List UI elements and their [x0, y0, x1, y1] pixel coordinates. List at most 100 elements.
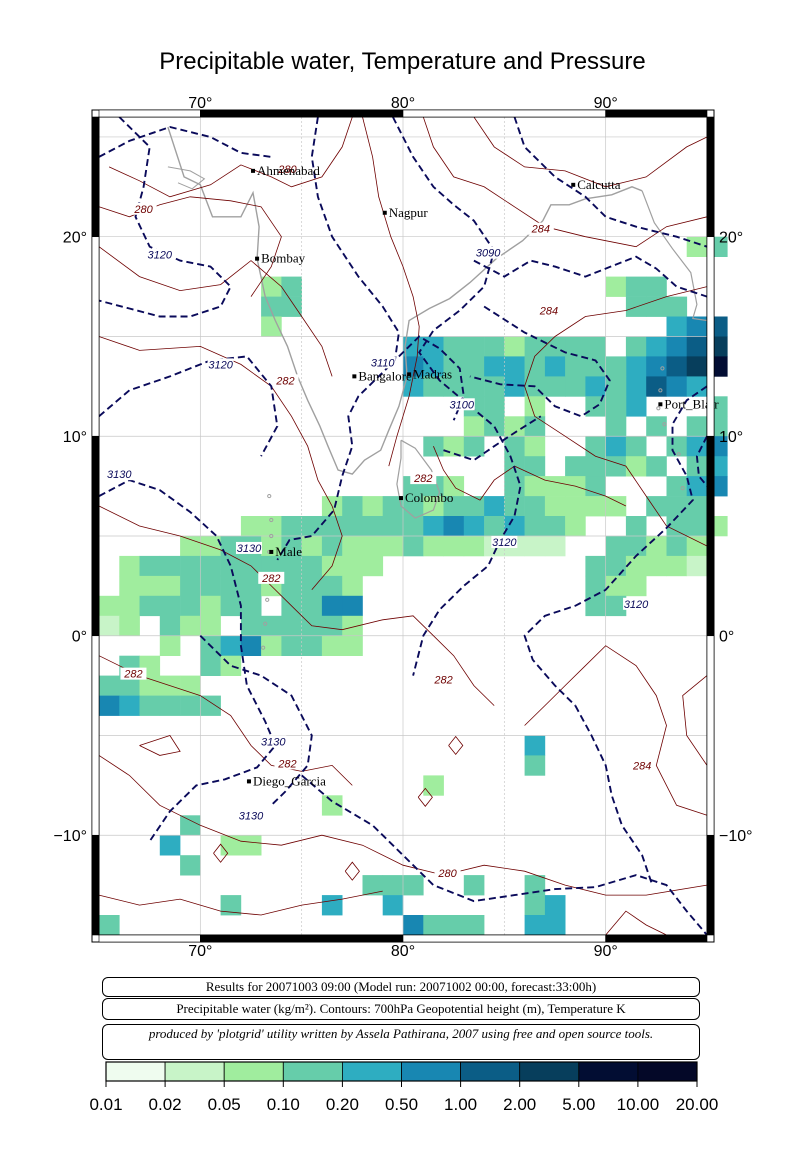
- pw-cell: [443, 476, 465, 497]
- pw-cell: [565, 336, 586, 357]
- pw-cell: [180, 615, 201, 637]
- sri-lanka-coast: [396, 439, 441, 519]
- pw-cell: [686, 376, 708, 397]
- pw-cell: [261, 635, 282, 656]
- contour-label-bg: [146, 248, 173, 261]
- colorbar-label: 1.00: [444, 1095, 478, 1114]
- height-contour: [276, 116, 400, 561]
- pw-cell: [544, 536, 566, 557]
- contour-label-bg: [491, 535, 518, 548]
- colorbar-label: 0.05: [207, 1095, 241, 1114]
- colorbar-swatch: [578, 1061, 639, 1082]
- contour-label: 284: [531, 224, 550, 236]
- city-label: Diego_Garcia: [253, 773, 326, 788]
- pw-cell: [625, 575, 647, 597]
- height-contour: [392, 116, 522, 676]
- pw-cell: [139, 575, 161, 597]
- contour-label: 3120: [624, 599, 649, 611]
- pw-cell: [463, 336, 485, 357]
- lon-tick-label-bottom: 90°: [594, 943, 618, 960]
- pw-cell: [261, 555, 282, 577]
- pw-cell: [119, 575, 140, 597]
- contour-label: 282: [277, 758, 296, 770]
- pw-cell: [301, 575, 323, 597]
- pw-cell: [240, 635, 262, 656]
- lat-tick-label-right: −10°: [719, 828, 753, 845]
- temperature-contour: [98, 890, 383, 916]
- island: [660, 366, 665, 371]
- temperature-contour: [524, 286, 708, 547]
- pw-cell: [342, 635, 363, 656]
- precipitable-water-cells: [99, 236, 728, 936]
- pw-cell: [281, 276, 302, 297]
- temperature-contour-closed: [448, 735, 464, 756]
- pw-cell: [625, 456, 647, 477]
- city-label: Bangalore: [358, 368, 412, 383]
- city-marker: [398, 496, 403, 501]
- contour-label-bg: [410, 472, 437, 485]
- pw-cell: [646, 376, 667, 397]
- city-marker: [658, 402, 663, 407]
- colorbar-swatch: [401, 1061, 461, 1082]
- pw-cell: [180, 815, 201, 836]
- frame-bar-left: [91, 635, 100, 836]
- pw-cell: [463, 516, 485, 537]
- pw-cell: [463, 376, 485, 397]
- coastline: [167, 126, 708, 784]
- lat-tick-label-left: −10°: [53, 828, 87, 845]
- pw-cell: [382, 516, 404, 537]
- pw-cell: [99, 675, 120, 696]
- pw-cell: [463, 356, 485, 377]
- pw-cell: [200, 695, 221, 716]
- pw-cell: [180, 575, 201, 597]
- pw-cell: [119, 695, 140, 716]
- pw-cell: [666, 516, 688, 537]
- city-marker: [571, 182, 576, 187]
- pw-cell: [159, 835, 181, 856]
- temperature-contour: [524, 645, 708, 816]
- pw-cell: [504, 436, 525, 457]
- city-marker: [246, 779, 251, 784]
- island: [269, 533, 274, 539]
- pw-cell: [200, 555, 221, 577]
- pw-cell: [240, 615, 262, 637]
- pw-cell: [139, 695, 161, 716]
- contour-label: 3130: [239, 810, 264, 822]
- colorbar-swatch: [164, 1061, 225, 1082]
- pw-cell: [625, 356, 647, 377]
- pw-cell: [544, 496, 566, 517]
- colorbar-label: 5.00: [562, 1095, 596, 1114]
- pw-cell: [524, 895, 546, 916]
- pw-cell: [585, 376, 606, 397]
- frame-bar-right: [706, 236, 715, 437]
- pw-cell: [220, 575, 242, 597]
- contour-label-bg: [430, 673, 457, 686]
- pw-cell: [686, 356, 708, 377]
- pw-cell: [342, 516, 363, 537]
- pw-cell: [403, 516, 424, 537]
- pw-cell: [321, 895, 343, 916]
- pw-cell: [524, 436, 546, 457]
- pw-cell: [646, 276, 667, 297]
- pw-cell: [301, 536, 323, 557]
- contour-label: 280: [277, 164, 297, 176]
- contour-label-bg: [258, 571, 285, 584]
- pw-cell: [220, 635, 242, 656]
- temperature-contour: [98, 755, 708, 896]
- pw-cell: [625, 396, 647, 417]
- city-label: Ahmenabad: [257, 163, 320, 178]
- pw-cell: [321, 536, 343, 557]
- pw-cell: [261, 516, 282, 537]
- height-contour: [301, 774, 708, 936]
- pw-cell: [443, 915, 465, 936]
- pw-cell: [321, 795, 343, 816]
- pw-cell: [484, 356, 505, 377]
- height-contour: [443, 415, 542, 462]
- pw-cell: [423, 356, 444, 377]
- temperature-contour-closed: [417, 787, 433, 807]
- lat-tick-label-right: 10°: [719, 429, 743, 446]
- pw-cell: [565, 356, 586, 377]
- pw-cell: [261, 276, 282, 297]
- contour-label: 282: [261, 573, 280, 585]
